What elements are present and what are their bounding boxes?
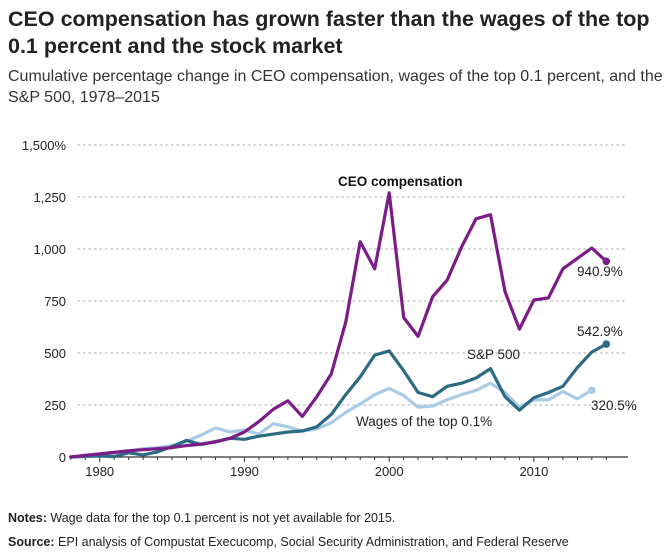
y-tick-label: 1,500% (22, 138, 67, 153)
y-tick-label: 250 (44, 398, 66, 413)
y-tick-label: 500 (44, 346, 66, 361)
chart-subtitle: Cumulative percentage change in CEO comp… (8, 68, 663, 106)
chart-notes: Notes: Wage data for the top 0.1 percent… (8, 511, 395, 525)
y-tick-label: 1,000 (33, 242, 66, 257)
notes-label: Notes: (8, 511, 47, 525)
chart-source: Source: EPI analysis of Compustat Execuc… (8, 535, 569, 549)
chart-annotations: 940.9% 542.9% 320.5% CEO compensation S&P 50… (338, 174, 637, 429)
annotation-ceo-compensation: CEO compensation (338, 174, 463, 189)
chart-title: CEO compensation has grown faster than t… (8, 7, 650, 58)
source-label: Source: (8, 535, 55, 549)
end-label-wages: 320.5% (591, 398, 637, 413)
y-tick-label: 1,250 (33, 190, 66, 205)
source-text: EPI analysis of Compustat Execucomp, Soc… (58, 535, 569, 549)
y-axis: 0 250 500 750 1,000 1,250 1,500% (22, 138, 67, 465)
end-label-ceo: 940.9% (577, 264, 623, 279)
series-line-wages-of-the-top-0-1- (69, 381, 594, 459)
series-end-point (602, 340, 611, 348)
end-label-sp500: 542.9% (577, 324, 623, 339)
x-tick-label: 2000 (375, 464, 404, 479)
annotation-wages: Wages of the top 0.1% (356, 414, 492, 429)
series-end-point (588, 386, 596, 395)
x-tick-label: 2010 (519, 464, 548, 479)
series-end-point (602, 257, 611, 266)
series-line-ceo-compensation (69, 191, 608, 459)
series-line-s-p-500 (69, 342, 608, 459)
y-tick-label: 750 (44, 294, 66, 309)
annotation-sp500: S&P 500 (467, 347, 520, 362)
chart-series (69, 191, 611, 459)
notes-text: Wage data for the top 0.1 percent is not… (50, 511, 396, 525)
x-axis: 1980 1990 2000 2010 (70, 456, 628, 479)
x-tick-label: 1980 (85, 464, 114, 479)
x-tick-label: 1990 (230, 464, 259, 479)
y-tick-label: 0 (59, 450, 66, 465)
